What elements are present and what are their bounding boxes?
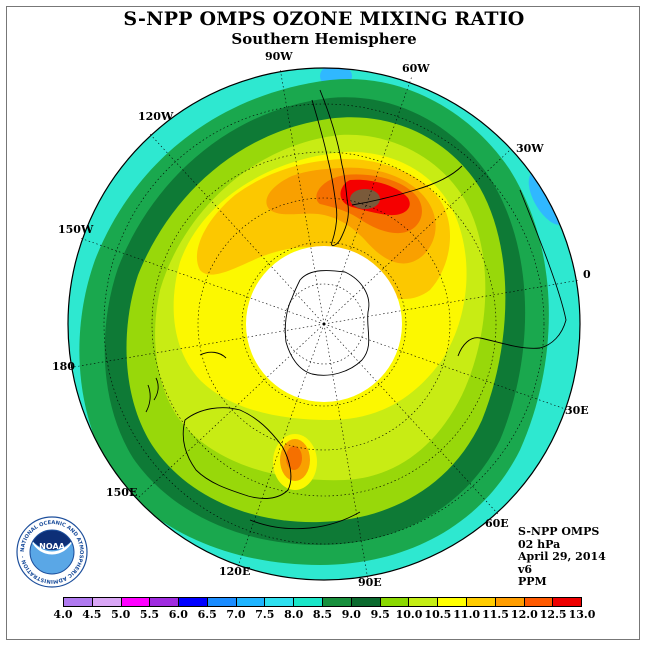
colorbar-tick-label: 11.5 xyxy=(482,608,509,621)
coastlines xyxy=(145,89,567,530)
colorbar-swatch xyxy=(121,598,151,606)
colorbar-tick-label: 13.0 xyxy=(568,608,596,621)
colorbar-swatch xyxy=(351,598,381,606)
lon-label-0: 0 xyxy=(583,268,591,281)
noaa-logo: NATIONAL OCEANIC AND ATMOSPHERIC ADMINIS… xyxy=(16,516,88,588)
colorbar-tick-label: 5.0 xyxy=(111,608,131,621)
colorbar-tick-label: 8.0 xyxy=(284,608,304,621)
colorbar-swatch xyxy=(92,598,122,606)
colorbar-tick-label: 4.5 xyxy=(82,608,102,621)
south-america-coast xyxy=(311,89,349,247)
colorbar-swatch xyxy=(438,598,467,606)
colorbar-labels: 4.0 4.5 5.0 5.5 6.0 6.5 7.0 7.5 8.0 8.5 9.0 9.5 10.0… xyxy=(0,608,648,622)
lon-label-150w: 150W xyxy=(58,223,94,236)
colorbar-swatch xyxy=(150,598,180,606)
antarctica-coast xyxy=(284,270,370,376)
colorbar xyxy=(63,597,582,607)
lon-label-90w: 90W xyxy=(265,50,293,63)
figure-title: S-NPP OMPS OZONE MIXING RATIO xyxy=(123,8,525,30)
colorbar-tick-label: 10.5 xyxy=(424,608,452,621)
noaa-logo-text: NOAA xyxy=(39,542,65,551)
info-level: 02 hPa xyxy=(518,537,561,551)
colorbar-tick-label: 12.0 xyxy=(510,608,538,621)
colorbar-tick-label: 7.5 xyxy=(255,608,275,621)
product-info: S-NPP OMPS 02 hPa April 29, 2014 v6 PPM xyxy=(518,525,606,589)
africa-coast xyxy=(457,189,567,357)
colorbar-swatch xyxy=(179,598,208,606)
colorbar-tick-label: 5.5 xyxy=(139,608,160,621)
colorbar-tick-label: 6.0 xyxy=(168,608,188,621)
contour-12-5 xyxy=(350,189,380,209)
new-zealand-coast xyxy=(145,377,159,413)
indonesia-coast xyxy=(249,511,361,530)
colorbar-swatch xyxy=(466,598,496,606)
colorbar-tick-label: 4.0 xyxy=(53,608,73,621)
colorbar-swatch xyxy=(294,598,324,606)
colorbar-swatch xyxy=(207,598,237,606)
australia-coast xyxy=(182,407,292,499)
colorbar-tick-label: 9.0 xyxy=(341,608,361,621)
lon-label-150e: 150E xyxy=(106,486,138,499)
south-america-coast-east xyxy=(351,165,463,206)
info-units: PPM xyxy=(518,575,547,588)
lon-label-90e: 90E xyxy=(358,576,382,589)
colorbar-tick-label: 6.5 xyxy=(197,608,217,621)
colorbar-tick-label: 10.0 xyxy=(395,608,423,621)
colorbar-swatch xyxy=(236,598,266,606)
graticule xyxy=(67,67,581,581)
info-version: v6 xyxy=(518,562,533,576)
lon-label-60e: 60E xyxy=(485,517,509,530)
figure-subtitle: Southern Hemisphere xyxy=(231,30,417,48)
colorbar-tick-label: 11.0 xyxy=(453,608,481,621)
colorbar-tick-label: 9.5 xyxy=(370,608,390,621)
contour-11-5-spot xyxy=(286,446,302,470)
colorbar-tick-label: 8.5 xyxy=(312,608,333,621)
south-pole-marker xyxy=(322,322,326,326)
info-instrument: S-NPP OMPS xyxy=(518,525,600,538)
colorbar-swatch xyxy=(64,598,93,606)
colorbar-swatch xyxy=(495,598,525,606)
colorbar-swatch xyxy=(265,598,295,606)
map-boundary-circle xyxy=(67,67,581,581)
colorbar-swatch xyxy=(323,598,352,606)
lon-label-120w: 120W xyxy=(138,110,174,123)
lon-label-30w: 30W xyxy=(516,142,544,155)
island-coast xyxy=(199,351,227,359)
ozone-contour-fill xyxy=(68,68,580,580)
lon-label-180: 180 xyxy=(52,360,75,373)
colorbar-swatch xyxy=(524,598,554,606)
colorbar-swatch xyxy=(409,598,439,606)
lon-label-30e: 30E xyxy=(565,404,589,417)
figure-frame xyxy=(6,6,640,640)
colorbar-tick-label: 7.0 xyxy=(226,608,246,621)
info-date: April 29, 2014 xyxy=(518,550,606,563)
lon-label-120e: 120E xyxy=(219,565,251,578)
colorbar-tick-label: 12.5 xyxy=(539,608,567,621)
lon-label-60w: 60W xyxy=(402,62,430,75)
colorbar-swatch xyxy=(380,598,410,606)
colorbar-swatch xyxy=(553,598,582,606)
